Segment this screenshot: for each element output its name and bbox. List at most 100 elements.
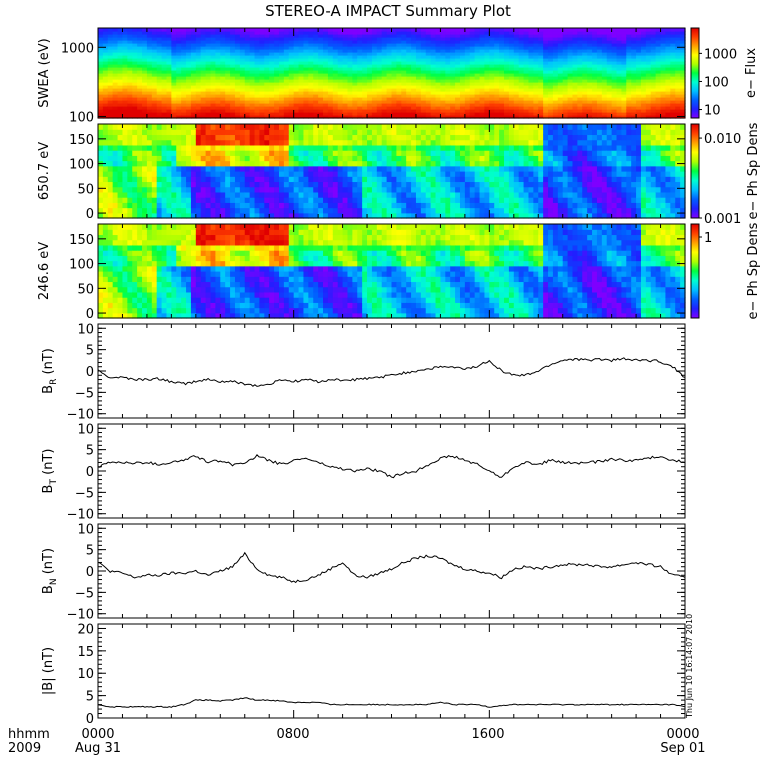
spectrogram-cell [244, 46, 251, 50]
spectrogram-cell [283, 202, 290, 209]
spectrogram-cell [675, 58, 681, 62]
spectrogram-cell [337, 207, 344, 214]
spectrogram-cell [396, 115, 402, 119]
spectrogram-cell [636, 115, 642, 119]
spectrogram-cell [650, 49, 657, 53]
spectrogram-cell [528, 58, 534, 62]
spectrogram-cell [254, 112, 261, 116]
spectrogram-cell [230, 88, 236, 92]
spectrogram-cell [445, 207, 451, 214]
spectrogram-cell [645, 43, 652, 47]
spectrogram-cell [171, 64, 177, 68]
spectrogram-cell [332, 139, 339, 146]
spectrogram-cell [425, 212, 432, 219]
spectrogram-cell [98, 103, 104, 107]
spectrogram-cell [660, 64, 667, 68]
spectrogram-cell [548, 100, 554, 104]
spectrogram-cell [186, 31, 192, 35]
spectrogram-cell [601, 43, 608, 47]
spectrogram-cell [528, 55, 534, 59]
spectrogram-cell [675, 52, 681, 56]
spectrogram-cell [239, 67, 246, 71]
spectrogram-cell [137, 43, 143, 47]
spectrogram-cell [381, 55, 388, 59]
spectrogram-cell [601, 100, 608, 104]
spectrogram-cell [288, 73, 295, 77]
spectrogram-cell [181, 155, 187, 162]
spectrogram-cell [161, 28, 168, 32]
spectrogram-cell [98, 155, 104, 162]
spectrogram-cell [303, 181, 309, 188]
spectrogram-cell [362, 49, 368, 53]
spectrogram-cell [215, 106, 221, 110]
spectrogram-cell [215, 134, 221, 141]
spectrogram-cell [278, 67, 285, 71]
spectrogram-cell [205, 28, 212, 32]
spectrogram-cell [528, 82, 534, 86]
spectrogram-cell [327, 176, 334, 183]
spectrogram-cell [582, 91, 588, 95]
spectrogram-cell [220, 37, 226, 41]
spectrogram-cell [533, 49, 539, 53]
spectrogram-cell [611, 52, 618, 56]
spectrogram-cell [137, 91, 143, 95]
spectrogram-cell [396, 129, 402, 136]
spectrogram-cell [337, 139, 344, 146]
spectrogram-cell [308, 207, 314, 214]
spectrogram-cell [215, 129, 221, 136]
spectrogram-cell [371, 31, 378, 35]
spectrogram-cell [142, 129, 148, 136]
spectrogram-cell [675, 82, 681, 86]
spectrogram-cell [420, 76, 427, 80]
spectrogram-cell [455, 115, 461, 119]
spectrogram-cell [406, 165, 412, 172]
spectrogram-cell [313, 212, 319, 219]
spectrogram-cell [190, 88, 197, 92]
spectrogram-cell [670, 106, 676, 110]
spectrogram-cell [117, 64, 124, 68]
spectrogram-cell [670, 28, 676, 32]
spectrogram-cell [391, 197, 397, 203]
spectrogram-cell [171, 97, 177, 101]
spectrogram-cell [186, 97, 192, 101]
spectrogram-cell [362, 64, 368, 68]
spectrogram-cell [98, 100, 104, 104]
spectrogram-cell [117, 186, 124, 193]
spectrogram-cell [518, 43, 525, 47]
spectrogram-cell [332, 64, 339, 68]
spectrogram-cell [660, 28, 667, 32]
spectrogram-cell [264, 207, 270, 214]
spectrogram-cell [459, 49, 466, 53]
spectrogram-cell [156, 61, 163, 65]
spectrogram-cell [318, 124, 324, 130]
spectrogram-cell [357, 37, 363, 41]
spectrogram-cell [186, 52, 192, 56]
spectrogram-cell [582, 28, 588, 32]
spectrogram-cell [455, 112, 461, 116]
spectrogram-cell [499, 70, 505, 74]
spectrogram-cell [381, 70, 388, 74]
spectrogram-cell [323, 112, 329, 116]
spectrogram-cell [298, 31, 305, 35]
spectrogram-cell [513, 31, 520, 35]
spectrogram-cell [200, 202, 207, 209]
spectrogram-cell [137, 28, 143, 32]
spectrogram-cell [538, 94, 544, 98]
spectrogram-cell [440, 70, 446, 74]
spectrogram-cell [122, 176, 128, 183]
spectrogram-cell [479, 112, 486, 116]
spectrogram-cell [332, 94, 339, 98]
spectrogram-cell [376, 144, 383, 151]
spectrogram-cell [406, 34, 412, 38]
spectrogram-cell [352, 181, 358, 188]
spectrogram-cell [376, 52, 383, 56]
spectrogram-cell [640, 103, 647, 107]
spectrogram-cell [254, 176, 261, 183]
spectrogram-cell [367, 197, 373, 203]
spectrogram-cell [562, 76, 569, 80]
spectrogram-cell [636, 34, 642, 38]
spectrogram-cell [323, 91, 329, 95]
spectrogram-cell [303, 91, 309, 95]
spectrogram-cell [596, 31, 603, 35]
spectrogram-cell [567, 49, 574, 53]
